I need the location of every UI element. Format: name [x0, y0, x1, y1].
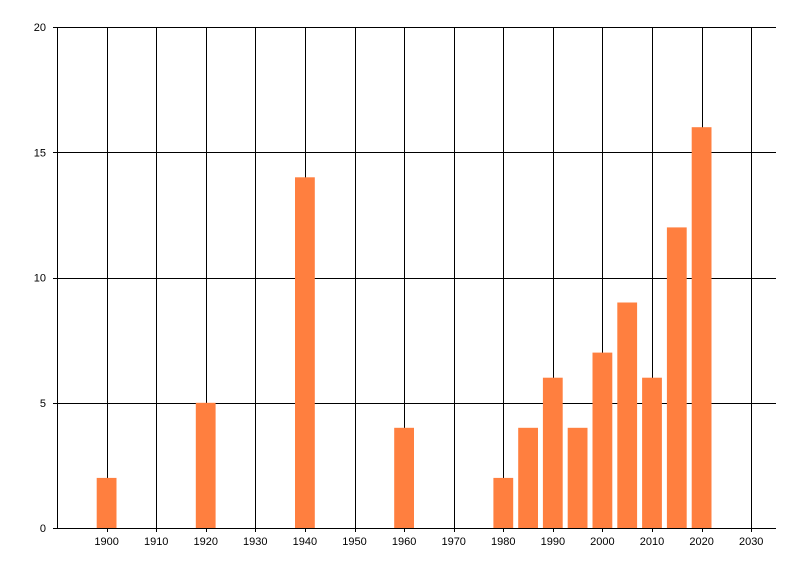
x-tick-label: 1970 — [441, 536, 465, 548]
y-tick-label: 15 — [34, 147, 46, 159]
y-tick-label: 20 — [34, 22, 46, 34]
y-tick-labels: 0 5 10 15 20 — [34, 22, 46, 535]
x-tick-label: 2010 — [640, 536, 664, 548]
x-tick-label: 1990 — [541, 536, 565, 548]
bar — [295, 177, 315, 529]
bar — [96, 477, 117, 528]
bar — [195, 402, 216, 529]
bar — [691, 127, 712, 528]
bar — [617, 302, 638, 528]
bar — [642, 377, 662, 528]
x-tick-label: 1930 — [243, 536, 267, 548]
x-tick-label: 1920 — [194, 536, 218, 548]
x-tick-label: 1910 — [144, 536, 168, 548]
x-tick-label: 1940 — [293, 536, 317, 548]
x-tick-label: 1960 — [392, 536, 416, 548]
bar — [542, 377, 563, 528]
y-tick-label: 0 — [40, 523, 46, 535]
x-tick-label: 2020 — [689, 536, 713, 548]
y-tick-label: 5 — [40, 398, 46, 410]
bar — [518, 427, 538, 528]
x-tick-labels: 1900 1910 1920 1930 1940 1950 1960 1970 1980 1990… — [94, 536, 763, 548]
x-tick-label: 1900 — [94, 536, 118, 548]
bar — [394, 427, 414, 528]
bar — [666, 227, 687, 528]
bar — [592, 352, 613, 528]
x-tick-label: 1950 — [342, 536, 366, 548]
x-tick-label: 1980 — [491, 536, 515, 548]
axes — [57, 27, 776, 529]
bar — [567, 427, 588, 528]
x-tick-label: 2000 — [590, 536, 614, 548]
x-tick-label: 2030 — [739, 536, 763, 548]
bar — [493, 477, 514, 528]
y-tick-label: 10 — [34, 273, 46, 285]
bars — [96, 127, 712, 529]
